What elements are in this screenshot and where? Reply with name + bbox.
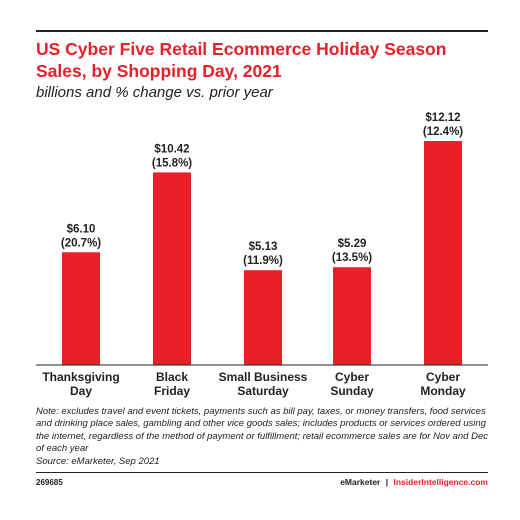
category-label-1-0: Black xyxy=(156,370,188,384)
category-label-1-1: Friday xyxy=(154,384,190,398)
source-text: Source: eMarketer, Sep 2021 xyxy=(36,455,160,467)
brand-insider-intelligence[interactable]: InsiderIntelligence.com xyxy=(393,477,488,487)
bar-value-label-0: $6.10 xyxy=(67,223,96,235)
footnote: Note: excludes travel and event tickets,… xyxy=(36,406,491,468)
branding[interactable]: eMarketer | InsiderIntelligence.com xyxy=(340,477,488,487)
bar-value-label-2: $5.13 xyxy=(249,241,278,253)
category-label-0-0: Thanksgiving xyxy=(42,370,119,384)
bar-1 xyxy=(153,172,191,365)
bar-change-label-4: (12.4%) xyxy=(423,126,463,138)
top-rule xyxy=(36,30,488,32)
chart-subtitle: billions and % change vs. prior year xyxy=(36,84,273,101)
brand-emarketer: eMarketer xyxy=(340,477,381,487)
bar-0 xyxy=(62,252,100,365)
bar-2 xyxy=(244,270,282,365)
category-label-2-0: Small Business xyxy=(219,370,308,384)
category-label-3-0: Cyber xyxy=(335,370,369,384)
brand-separator: | xyxy=(385,477,389,487)
chart-id: 269685 xyxy=(36,478,63,487)
chart-title: US Cyber Five Retail Ecommerce Holiday S… xyxy=(36,39,447,81)
bottom-rule xyxy=(36,472,488,473)
note-text: Note: excludes travel and event tickets,… xyxy=(36,406,488,455)
category-label-4-1: Monday xyxy=(420,384,466,398)
category-label-4-0: Cyber xyxy=(426,370,460,384)
bar-4 xyxy=(424,141,462,365)
bar-value-label-3: $5.29 xyxy=(338,238,367,250)
bar-value-label-4: $12.12 xyxy=(425,112,460,124)
bar-value-label-1: $10.42 xyxy=(154,143,189,155)
category-label-0-1: Day xyxy=(70,384,92,398)
bar-change-label-3: (13.5%) xyxy=(332,252,372,264)
category-label-3-1: Sunday xyxy=(330,384,374,398)
bar-change-label-1: (15.8%) xyxy=(152,157,192,169)
bar-change-label-2: (11.9%) xyxy=(243,255,283,267)
category-label-2-1: Saturday xyxy=(237,384,289,398)
bar-change-label-0: (20.7%) xyxy=(61,237,101,249)
bar-3 xyxy=(333,267,371,365)
